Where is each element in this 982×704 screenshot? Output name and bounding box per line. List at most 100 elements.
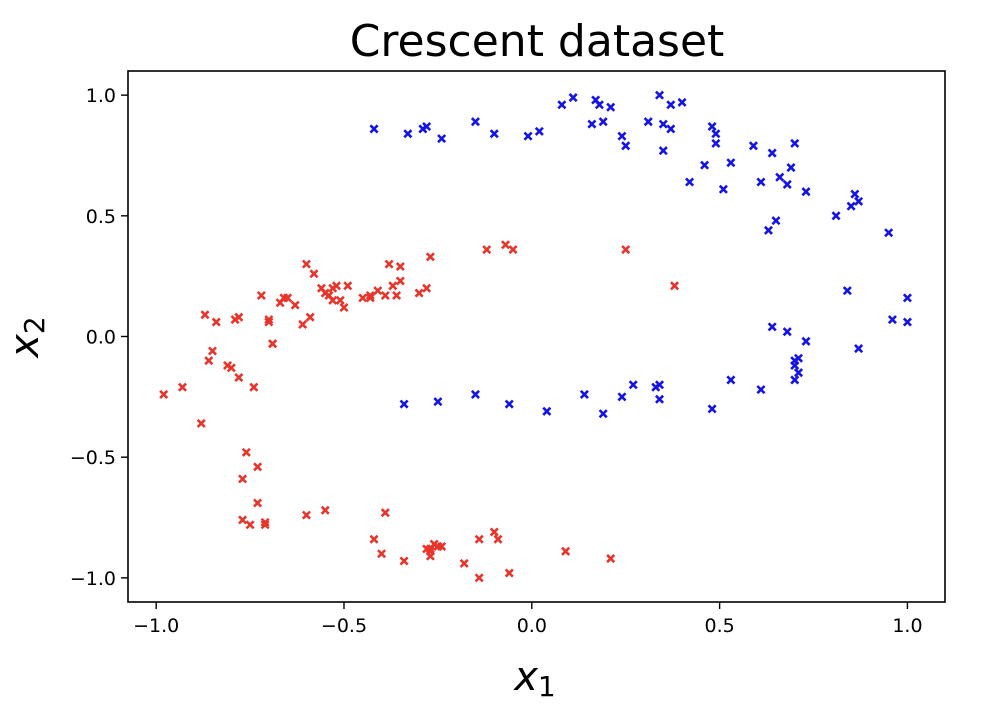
- point-series1-51: [377, 549, 387, 559]
- point-series1-30: [290, 300, 300, 310]
- y-axis-label-base: x: [2, 334, 48, 360]
- point-series2-58: [655, 380, 665, 390]
- point-series1-60: [414, 288, 424, 298]
- point-series2-6: [470, 117, 480, 127]
- point-series1-74: [489, 527, 499, 537]
- point-series1-54: [384, 259, 394, 269]
- point-series2-55: [617, 392, 627, 402]
- point-series2-24: [666, 100, 676, 110]
- point-series1-72: [474, 573, 484, 583]
- point-series2-9: [534, 126, 544, 136]
- x-tick-label-1: −1.0: [133, 615, 179, 637]
- point-series1-2: [177, 382, 187, 392]
- point-series1-23: [264, 315, 274, 325]
- point-series1-35: [309, 269, 319, 279]
- point-series1-46: [358, 293, 368, 303]
- point-series1-56: [392, 290, 402, 300]
- point-series1-79: [561, 546, 571, 556]
- point-series2-2: [403, 129, 413, 139]
- point-series1-18: [253, 498, 263, 508]
- point-series2-73: [887, 315, 897, 325]
- point-series2-52: [542, 406, 552, 416]
- point-series2-61: [726, 375, 736, 385]
- point-series2-26: [685, 177, 695, 187]
- point-series2-45: [850, 189, 860, 199]
- point-series1-41: [328, 295, 338, 305]
- point-series2-22: [658, 146, 668, 156]
- point-series1-7: [211, 317, 221, 327]
- point-series1-75: [493, 534, 503, 544]
- point-series1-13: [238, 474, 248, 484]
- point-series1-48: [365, 293, 375, 303]
- point-series2-14: [594, 100, 604, 110]
- point-series1-19: [253, 462, 263, 472]
- point-series1-22: [260, 517, 270, 527]
- point-series2-69: [793, 353, 804, 363]
- point-series2-60: [707, 404, 717, 414]
- point-series2-63: [767, 322, 777, 332]
- point-series2-28: [707, 121, 717, 132]
- point-series1-53: [380, 290, 390, 300]
- point-series1-66: [425, 252, 435, 262]
- point-series1-17: [249, 382, 259, 392]
- point-series2-46: [854, 196, 864, 206]
- point-series2-48: [399, 399, 409, 409]
- x-axis-ticks: −1.0 −0.5 0.0 0.5 1.0: [133, 602, 923, 637]
- x-axis-label: x1: [512, 654, 556, 703]
- point-series2-43: [831, 211, 841, 221]
- point-series1-61: [422, 283, 432, 293]
- point-series1-81: [621, 245, 631, 255]
- point-series2-27: [700, 160, 710, 170]
- point-series2-30: [711, 138, 721, 148]
- point-series1-24: [264, 317, 274, 327]
- point-series1-71: [474, 534, 484, 544]
- point-series1-50: [373, 286, 383, 296]
- point-series1-47: [365, 290, 375, 300]
- point-series1-29: [283, 293, 293, 303]
- point-series1-4: [200, 310, 210, 320]
- point-series2-19: [643, 117, 653, 127]
- point-series2-40: [786, 163, 796, 173]
- point-series2-75: [902, 317, 912, 327]
- point-series1-14: [238, 515, 248, 525]
- point-series1-3: [196, 418, 206, 428]
- point-series2-56: [628, 380, 638, 390]
- point-series2-54: [598, 409, 608, 419]
- point-series1-58: [395, 261, 405, 272]
- point-series1-77: [504, 568, 514, 578]
- point-series2-31: [718, 184, 728, 194]
- point-series1-16: [245, 520, 255, 530]
- point-series2-29: [711, 129, 721, 139]
- point-series1-59: [399, 556, 409, 566]
- y-tick-label-3: 0.0: [86, 327, 116, 349]
- point-series2-41: [790, 138, 800, 148]
- y-axis-label: x2: [2, 316, 51, 360]
- point-series1-76: [500, 240, 511, 250]
- x-tick-label-5: 1.0: [892, 615, 922, 637]
- point-series1-6: [207, 346, 218, 356]
- x-tick-label-2: −0.5: [321, 615, 367, 637]
- point-series2-8: [523, 131, 533, 141]
- point-series1-34: [305, 312, 315, 322]
- x-axis-label-base: x: [512, 654, 538, 700]
- point-series2-47: [884, 228, 894, 238]
- point-series1-9: [226, 363, 236, 373]
- chart-title: Crescent dataset: [350, 16, 725, 67]
- point-series2-50: [470, 389, 480, 399]
- point-series1-78: [508, 245, 518, 255]
- point-series2-59: [655, 394, 665, 404]
- point-series2-12: [587, 119, 597, 129]
- point-series1-82: [670, 281, 680, 291]
- point-series1-5: [204, 356, 214, 366]
- point-series2-70: [801, 336, 811, 346]
- point-series2-21: [658, 119, 668, 129]
- point-series1-45: [343, 281, 353, 291]
- point-series2-25: [677, 97, 687, 107]
- point-series2-16: [606, 102, 616, 112]
- point-series2-15: [598, 117, 608, 127]
- point-series1-12: [234, 373, 244, 383]
- point-series2-10: [557, 100, 567, 110]
- data-points: [159, 90, 912, 583]
- point-series2-32: [726, 158, 736, 168]
